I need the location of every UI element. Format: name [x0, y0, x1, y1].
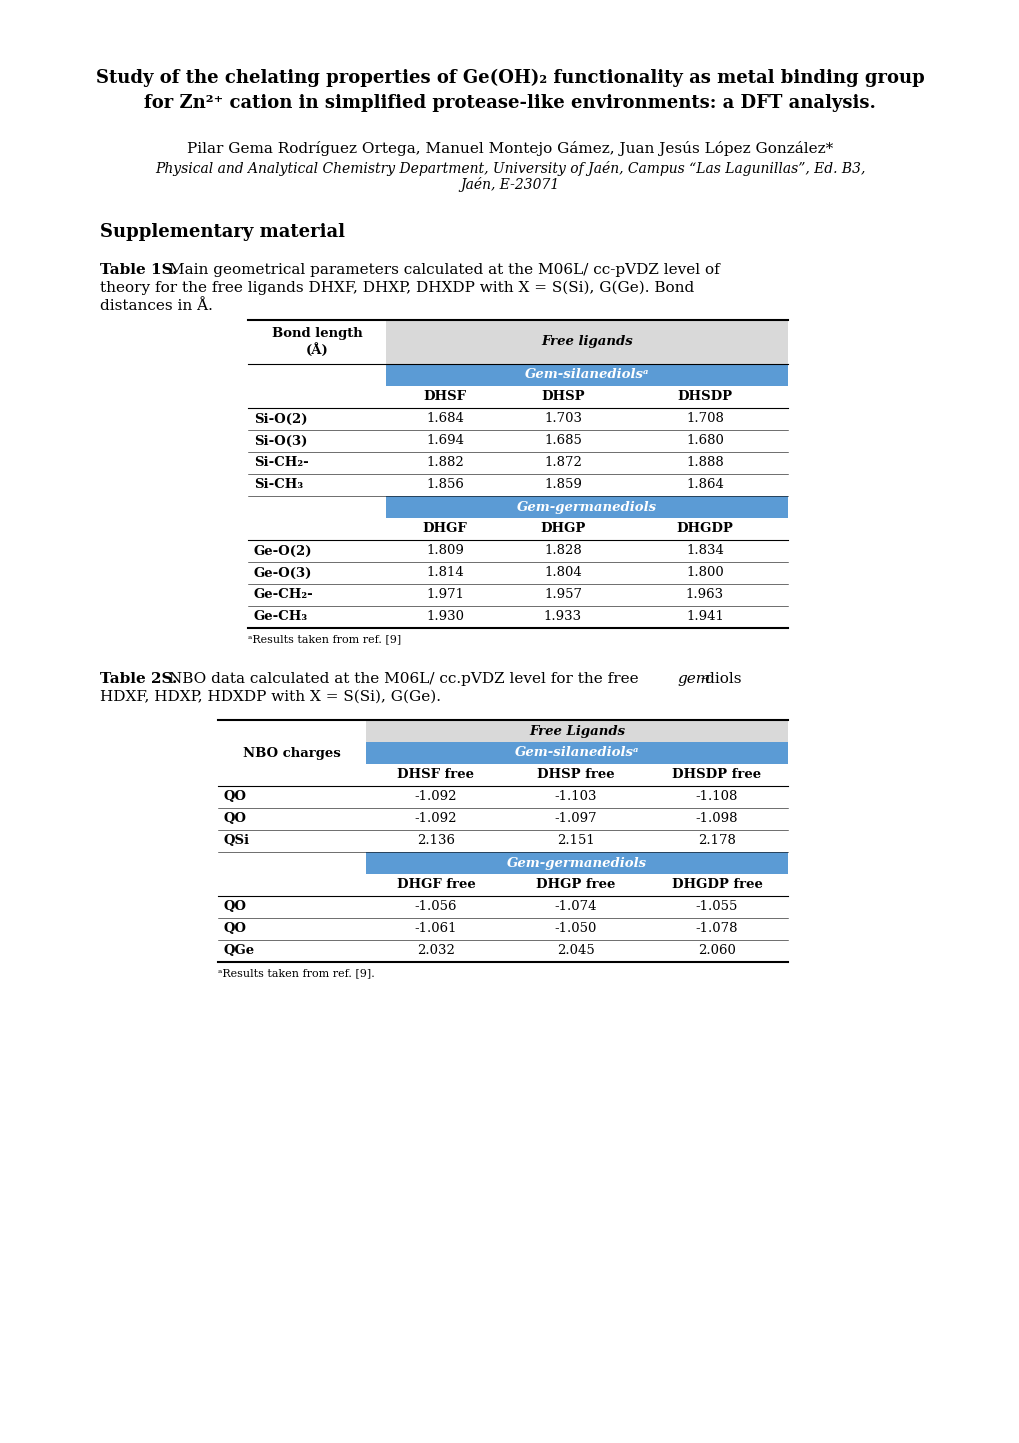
- Text: theory for the free ligands DHXF, DHXP, DHXDP with X = S(Si), G(Ge). Bond: theory for the free ligands DHXF, DHXP, …: [100, 281, 694, 296]
- Text: Bond length
(Å): Bond length (Å): [271, 328, 362, 356]
- FancyBboxPatch shape: [366, 742, 788, 763]
- Text: Jaén, E-23071: Jaén, E-23071: [460, 176, 559, 192]
- Text: Ge-CH₂-: Ge-CH₂-: [254, 589, 314, 602]
- FancyBboxPatch shape: [366, 851, 788, 874]
- Text: NBO data calculated at the M06L/ cc.pVDZ level for the free: NBO data calculated at the M06L/ cc.pVDZ…: [169, 672, 643, 685]
- Text: Gem-silanediolsᵃ: Gem-silanediolsᵃ: [515, 746, 639, 759]
- Text: Main geometrical parameters calculated at the M06L/ cc-pVDZ level of: Main geometrical parameters calculated a…: [169, 263, 719, 277]
- Text: Free ligands: Free ligands: [541, 336, 632, 349]
- Text: QO: QO: [224, 900, 247, 913]
- Text: 1.971: 1.971: [426, 589, 464, 602]
- Text: DHGP: DHGP: [540, 522, 585, 535]
- Text: 1.684: 1.684: [426, 413, 464, 426]
- Text: Physical and Analytical Chemistry Department, University of Jaén, Campus “Las La: Physical and Analytical Chemistry Depart…: [155, 160, 864, 176]
- Text: -1.050: -1.050: [554, 922, 596, 935]
- Text: 1.882: 1.882: [426, 456, 464, 469]
- Text: 1.872: 1.872: [543, 456, 582, 469]
- Text: 1.680: 1.680: [686, 434, 723, 447]
- Text: DHSP: DHSP: [541, 391, 584, 404]
- Text: -1.098: -1.098: [695, 812, 738, 825]
- Text: Gem-germanediols: Gem-germanediols: [517, 501, 656, 514]
- Text: 1.703: 1.703: [543, 413, 582, 426]
- Text: 1.888: 1.888: [686, 456, 723, 469]
- Text: Ge-CH₃: Ge-CH₃: [254, 610, 308, 623]
- Text: 1.708: 1.708: [686, 413, 723, 426]
- Text: -1.056: -1.056: [415, 900, 457, 913]
- Text: 2.151: 2.151: [556, 834, 594, 847]
- Text: ᵃResults taken from ref. [9]: ᵃResults taken from ref. [9]: [248, 633, 400, 644]
- Text: 2.032: 2.032: [417, 945, 454, 958]
- Text: Gem-germanediols: Gem-germanediols: [506, 857, 646, 870]
- Text: DHSF free: DHSF free: [397, 769, 474, 782]
- Text: 1.834: 1.834: [686, 544, 723, 557]
- Text: QGe: QGe: [224, 945, 255, 958]
- Text: 1.804: 1.804: [543, 567, 581, 580]
- Text: 1.694: 1.694: [426, 434, 464, 447]
- Text: -1.074: -1.074: [554, 900, 597, 913]
- Text: 1.685: 1.685: [543, 434, 582, 447]
- Text: Si-CH₃: Si-CH₃: [254, 479, 303, 492]
- Text: for Zn²⁺ cation in simplified protease-like environments: a DFT analysis.: for Zn²⁺ cation in simplified protease-l…: [144, 94, 875, 113]
- Text: QO: QO: [224, 922, 247, 935]
- Text: 1.963: 1.963: [685, 589, 723, 602]
- Text: 1.859: 1.859: [543, 479, 582, 492]
- Text: DHSDP: DHSDP: [677, 391, 732, 404]
- Text: NBO charges: NBO charges: [243, 746, 340, 759]
- Text: 2.060: 2.060: [697, 945, 736, 958]
- Text: Ge-O(3): Ge-O(3): [254, 567, 312, 580]
- Text: 2.136: 2.136: [417, 834, 454, 847]
- Text: Pilar Gema Rodríguez Ortega, Manuel Montejo Gámez, Juan Jesús López González*: Pilar Gema Rodríguez Ortega, Manuel Mont…: [186, 140, 833, 156]
- FancyBboxPatch shape: [385, 364, 788, 385]
- Text: -1.092: -1.092: [415, 791, 457, 804]
- Text: Ge-O(2): Ge-O(2): [254, 544, 312, 557]
- FancyBboxPatch shape: [385, 320, 788, 364]
- Text: 1.930: 1.930: [426, 610, 464, 623]
- Text: 1.957: 1.957: [543, 589, 582, 602]
- Text: DHGDP: DHGDP: [676, 522, 733, 535]
- Text: DHSP free: DHSP free: [537, 769, 614, 782]
- Text: 1.800: 1.800: [686, 567, 723, 580]
- Text: Gem-silanediolsᵃ: Gem-silanediolsᵃ: [525, 368, 648, 381]
- Text: Free Ligands: Free Ligands: [529, 724, 625, 737]
- Text: -1.103: -1.103: [554, 791, 597, 804]
- Text: 1.933: 1.933: [543, 610, 582, 623]
- Text: 2.045: 2.045: [556, 945, 594, 958]
- Text: -1.055: -1.055: [695, 900, 738, 913]
- Text: 1.814: 1.814: [426, 567, 464, 580]
- Text: 1.941: 1.941: [686, 610, 723, 623]
- Text: 1.828: 1.828: [543, 544, 581, 557]
- Text: Supplementary material: Supplementary material: [100, 224, 344, 241]
- Text: DHGDP free: DHGDP free: [671, 879, 761, 892]
- Text: Table 1S.: Table 1S.: [100, 263, 177, 277]
- Text: gem: gem: [677, 672, 709, 685]
- Text: Si-CH₂-: Si-CH₂-: [254, 456, 309, 469]
- Text: -1.092: -1.092: [415, 812, 457, 825]
- Text: Study of the chelating properties of Ge(OH)₂ functionality as metal binding grou: Study of the chelating properties of Ge(…: [96, 69, 923, 87]
- Text: Si-O(2): Si-O(2): [254, 413, 307, 426]
- Text: DHGF free: DHGF free: [396, 879, 475, 892]
- Text: -1.108: -1.108: [695, 791, 738, 804]
- Text: DHSDP free: DHSDP free: [672, 769, 761, 782]
- FancyBboxPatch shape: [385, 496, 788, 518]
- Text: 1.856: 1.856: [426, 479, 464, 492]
- Text: QSi: QSi: [224, 834, 250, 847]
- Text: 1.809: 1.809: [426, 544, 464, 557]
- Text: Si-O(3): Si-O(3): [254, 434, 307, 447]
- Text: -diols: -diols: [699, 672, 741, 685]
- Text: DHGF: DHGF: [422, 522, 467, 535]
- Text: 2.178: 2.178: [697, 834, 736, 847]
- FancyBboxPatch shape: [366, 720, 788, 742]
- Text: 1.864: 1.864: [686, 479, 723, 492]
- Text: DHSF: DHSF: [423, 391, 466, 404]
- Text: HDXF, HDXP, HDXDP with X = S(Si), G(Ge).: HDXF, HDXP, HDXDP with X = S(Si), G(Ge).: [100, 690, 440, 704]
- Text: ᵃResults taken from ref. [9].: ᵃResults taken from ref. [9].: [218, 968, 374, 978]
- Text: DHGP free: DHGP free: [536, 879, 615, 892]
- Text: Table 2S.: Table 2S.: [100, 672, 177, 685]
- Text: QO: QO: [224, 812, 247, 825]
- Text: distances in Å.: distances in Å.: [100, 299, 213, 313]
- Text: -1.078: -1.078: [695, 922, 738, 935]
- Text: -1.097: -1.097: [554, 812, 597, 825]
- Text: -1.061: -1.061: [415, 922, 457, 935]
- Text: QO: QO: [224, 791, 247, 804]
